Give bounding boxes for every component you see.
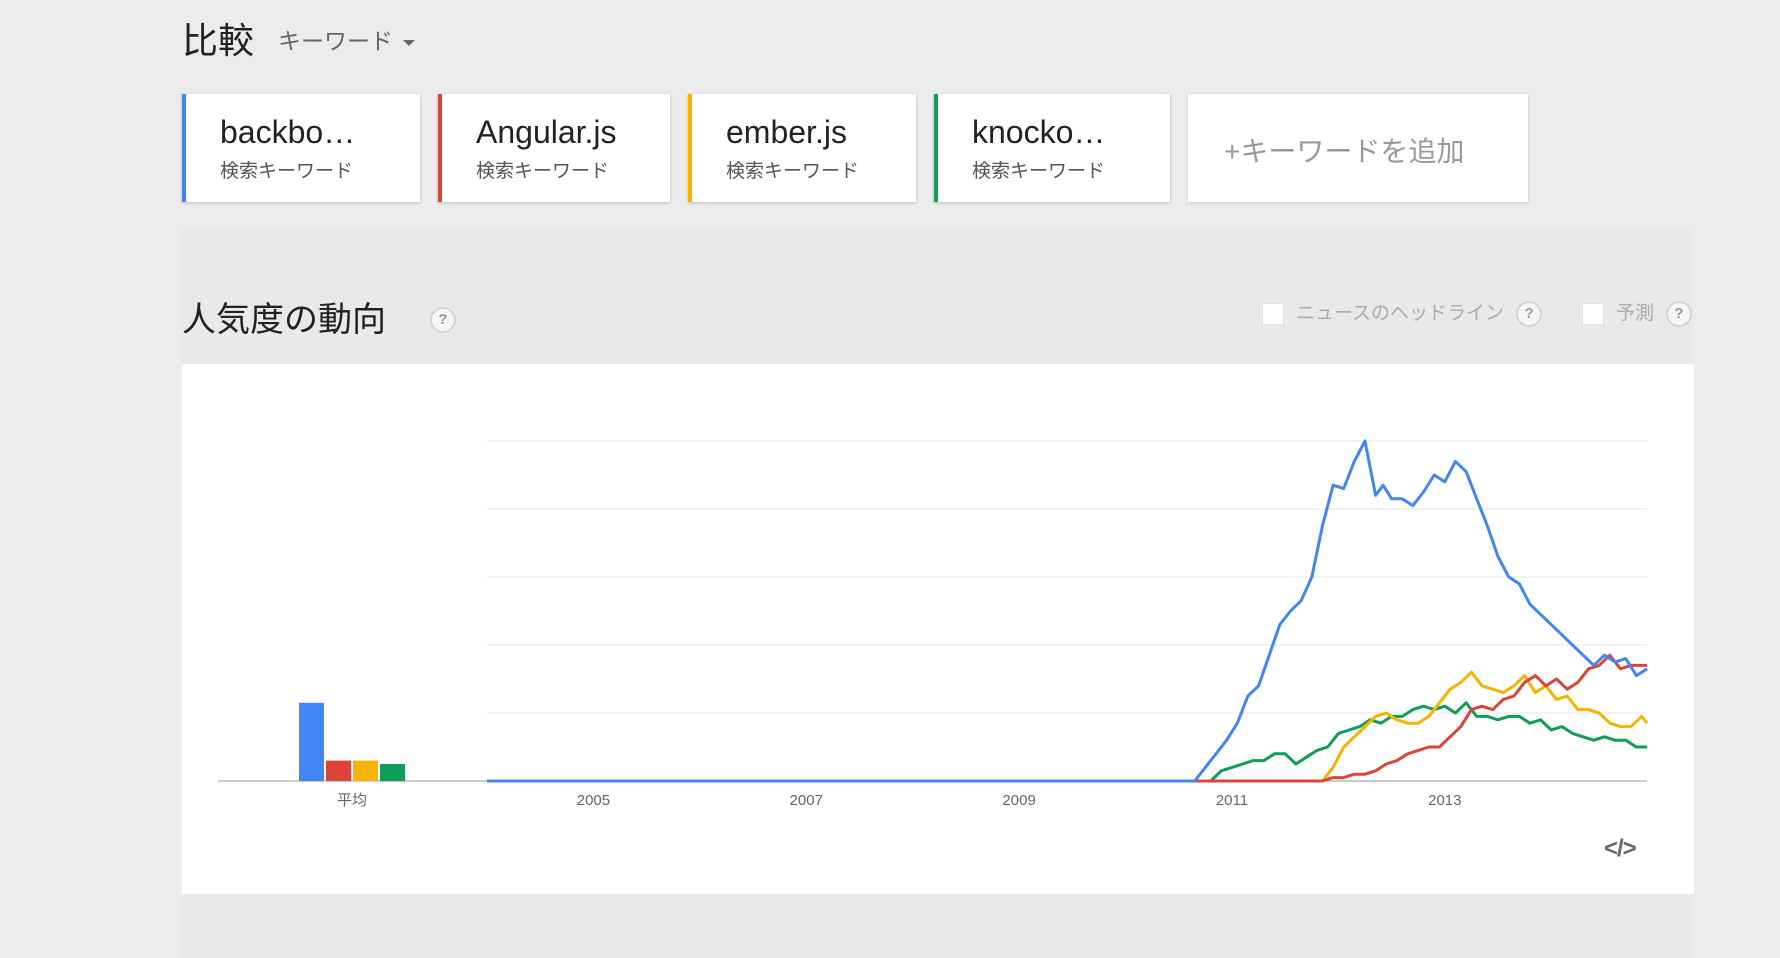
- keyword-card-backbone[interactable]: backbo… 検索キーワード: [182, 94, 420, 202]
- help-icon[interactable]: ?: [430, 307, 456, 333]
- keyword-name: Angular.js: [476, 114, 617, 150]
- caret-down-icon: [403, 39, 415, 46]
- average-bar: [299, 702, 324, 781]
- keyword-name: knocko…: [972, 114, 1106, 150]
- interest-over-time-chart: 2005 2007 2009 2011 2013 平均: [218, 439, 1649, 809]
- keyword-name: ember.js: [726, 114, 847, 150]
- add-keyword-label: +キーワードを追加: [1224, 136, 1465, 167]
- help-icon[interactable]: ?: [1516, 300, 1543, 327]
- average-label: 平均: [337, 792, 367, 809]
- forecast-option: 予測?: [1582, 298, 1693, 327]
- help-icon[interactable]: ?: [1666, 300, 1693, 327]
- page-title: 比較: [182, 20, 255, 61]
- x-tick-label: 2011: [1216, 792, 1248, 809]
- average-bar: [380, 764, 405, 781]
- average-bar: [326, 760, 351, 781]
- x-tick-label: 2007: [790, 792, 823, 809]
- interest-over-time-title: 人気度の動向: [182, 301, 386, 339]
- news-headlines-label: ニュースのヘッドライン: [1296, 303, 1505, 324]
- x-tick-label: 2009: [1002, 792, 1035, 809]
- keyword-card-knockout[interactable]: knocko… 検索キーワード: [934, 94, 1170, 202]
- series-line: [487, 439, 1648, 783]
- keyword-type: 検索キーワード: [972, 161, 1106, 182]
- keyword-type: 検索キーワード: [220, 161, 354, 182]
- news-headlines-option: ニュースのヘッドライン?: [1262, 298, 1543, 327]
- keyword-card-angular[interactable]: Angular.js 検索キーワード: [438, 94, 670, 202]
- series-line: [487, 653, 1647, 783]
- keyword-type: 検索キーワード: [476, 161, 610, 182]
- embed-code-button[interactable]: </>: [1604, 835, 1637, 862]
- x-tick-label: 2013: [1428, 792, 1461, 809]
- series-line: [487, 701, 1647, 783]
- average-bar: [353, 760, 378, 781]
- keyword-card-ember[interactable]: ember.js 検索キーワード: [688, 94, 916, 202]
- forecast-checkbox[interactable]: [1582, 302, 1604, 325]
- interest-chart-card: 2005 2007 2009 2011 2013 平均 </>: [182, 364, 1694, 894]
- news-headlines-checkbox[interactable]: [1262, 302, 1284, 325]
- series-line: [487, 670, 1649, 783]
- comparison-mode-label: キーワード: [278, 28, 393, 54]
- comparison-mode-dropdown[interactable]: キーワード: [278, 22, 415, 56]
- keyword-name: backbo…: [220, 114, 356, 150]
- forecast-label: 予測: [1616, 303, 1655, 324]
- x-tick-label: 2005: [577, 792, 610, 809]
- keyword-type: 検索キーワード: [726, 161, 860, 182]
- add-keyword-button[interactable]: +キーワードを追加: [1188, 94, 1528, 202]
